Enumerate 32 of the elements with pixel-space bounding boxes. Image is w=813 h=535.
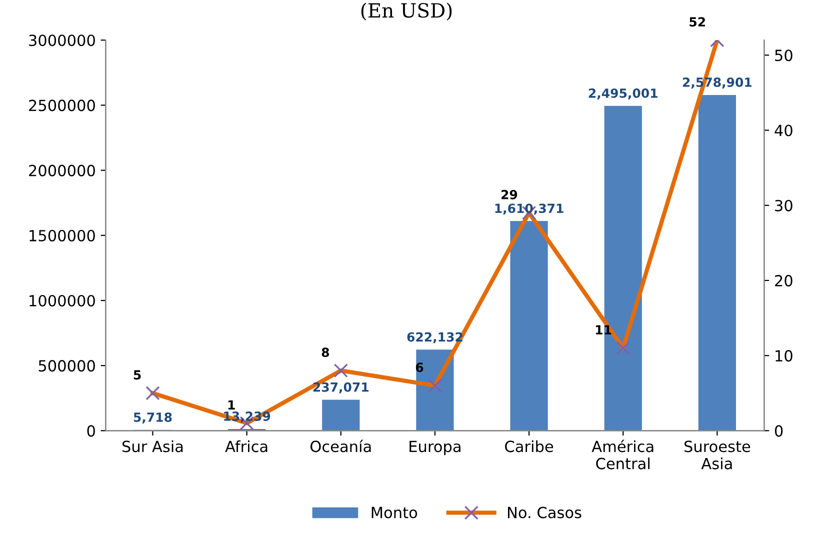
data-label: 5	[134, 370, 141, 380]
y-tick-label: 1000000	[30, 294, 95, 307]
data-label: 237,071	[313, 382, 368, 394]
y-tick-label: 3000000	[29, 34, 95, 46]
y-tick-label: 1500000	[30, 230, 95, 242]
data-label: 29	[502, 190, 518, 200]
legend-label: Monto	[372, 506, 418, 518]
legend-label: No. Casos	[508, 506, 582, 518]
x-tick-label: Caribe	[505, 440, 554, 452]
y2-tick-label: 30	[775, 200, 792, 212]
x-tick-label: América Central	[592, 440, 654, 470]
chart-title: (En USD)	[361, 2, 452, 20]
y2-tick-label: 10	[776, 350, 792, 362]
x-tick-label: Suroeste Asia	[684, 440, 750, 470]
y2-tick-label: 40	[774, 124, 792, 136]
data-label: 1	[228, 400, 235, 410]
x-tick-label: Europa	[410, 440, 460, 456]
y2-tick-label: 50	[775, 50, 792, 62]
data-label: 5,718	[134, 412, 172, 424]
y-tick-label: 0	[87, 425, 95, 437]
y-tick-label: 2000000	[29, 164, 95, 176]
y-tick-label: 2500000	[29, 100, 95, 112]
y-tick-label: 500000	[38, 360, 95, 372]
y2-tick-label: 0	[774, 425, 783, 437]
y2-tick-label: 20	[775, 274, 792, 286]
data-label: 2,495,001	[588, 88, 658, 100]
data-label: 52	[690, 17, 705, 27]
data-label: 8	[322, 348, 329, 358]
x-tick-label: Sur Asia	[122, 440, 183, 452]
x-tick-label: Oceanía	[310, 440, 371, 452]
data-label: 6	[416, 362, 424, 372]
x-tick-label: Africa	[225, 440, 268, 452]
